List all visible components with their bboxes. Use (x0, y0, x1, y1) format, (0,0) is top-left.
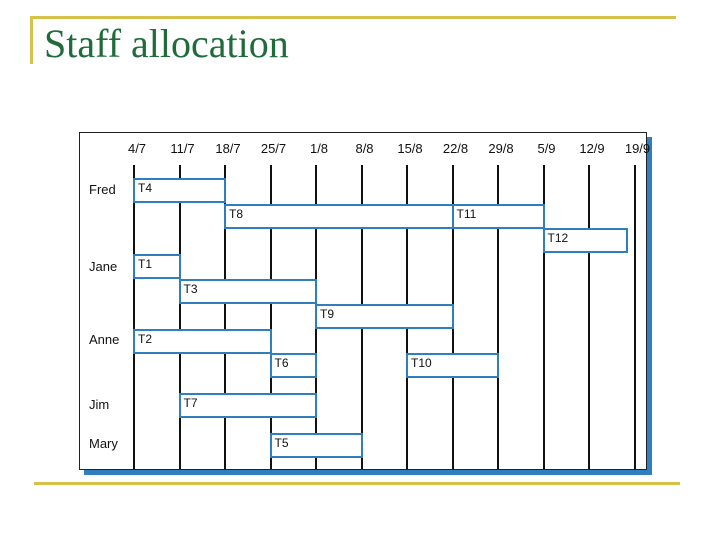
task-bar-t7: T7 (178, 393, 317, 418)
staff-label-mary: Mary (89, 436, 118, 451)
date-label: 11/7 (170, 141, 195, 156)
task-bar-t5: T5 (269, 433, 363, 458)
task-bar-t12: T12 (542, 228, 628, 253)
staff-label-jane: Jane (89, 259, 118, 274)
bottom-accent-line (34, 482, 680, 485)
date-label: 29/8 (488, 141, 514, 156)
slide-title: Staff allocation (44, 21, 289, 66)
date-label: 8/8 (355, 141, 374, 156)
staff-label-jim: Jim (89, 397, 110, 412)
date-label: 5/9 (537, 141, 556, 156)
task-bar-t11: T11 (451, 204, 545, 229)
date-label: 15/8 (397, 141, 423, 156)
gridline (178, 165, 181, 469)
gridline (497, 165, 499, 469)
gridline (542, 165, 545, 469)
task-bar-t10: T10 (406, 353, 499, 378)
date-label: 12/9 (579, 141, 605, 156)
date-label: 18/7 (215, 141, 241, 156)
gridline (269, 165, 272, 469)
gridline (133, 165, 135, 469)
date-label: 4/7 (127, 141, 147, 156)
task-bar-t9: T9 (315, 304, 454, 329)
task-bar-t3: T3 (178, 279, 317, 304)
task-bar-t2: T2 (133, 329, 272, 354)
left-accent-line (30, 16, 33, 64)
gridline (588, 165, 590, 469)
date-label: 25/7 (260, 141, 287, 156)
date-label: 19/9 (624, 141, 651, 156)
gridline (224, 165, 226, 469)
date-label: 1/8 (309, 141, 329, 156)
task-bar-t4: T4 (133, 178, 226, 203)
top-accent-line (30, 16, 676, 19)
date-label: 22/8 (442, 141, 469, 156)
gridline (633, 165, 636, 469)
staff-label-fred: Fred (89, 182, 116, 197)
task-bar-t8: T8 (224, 204, 454, 229)
staff-label-anne: Anne (89, 332, 120, 347)
task-bar-t1: T1 (133, 254, 181, 279)
task-bar-t6: T6 (269, 353, 317, 378)
staff-allocation-chart: 4/7 11/7 18/7 25/7 1/8 8/8 15/8 22/8 29/8 5/9 12/9… (79, 132, 651, 470)
